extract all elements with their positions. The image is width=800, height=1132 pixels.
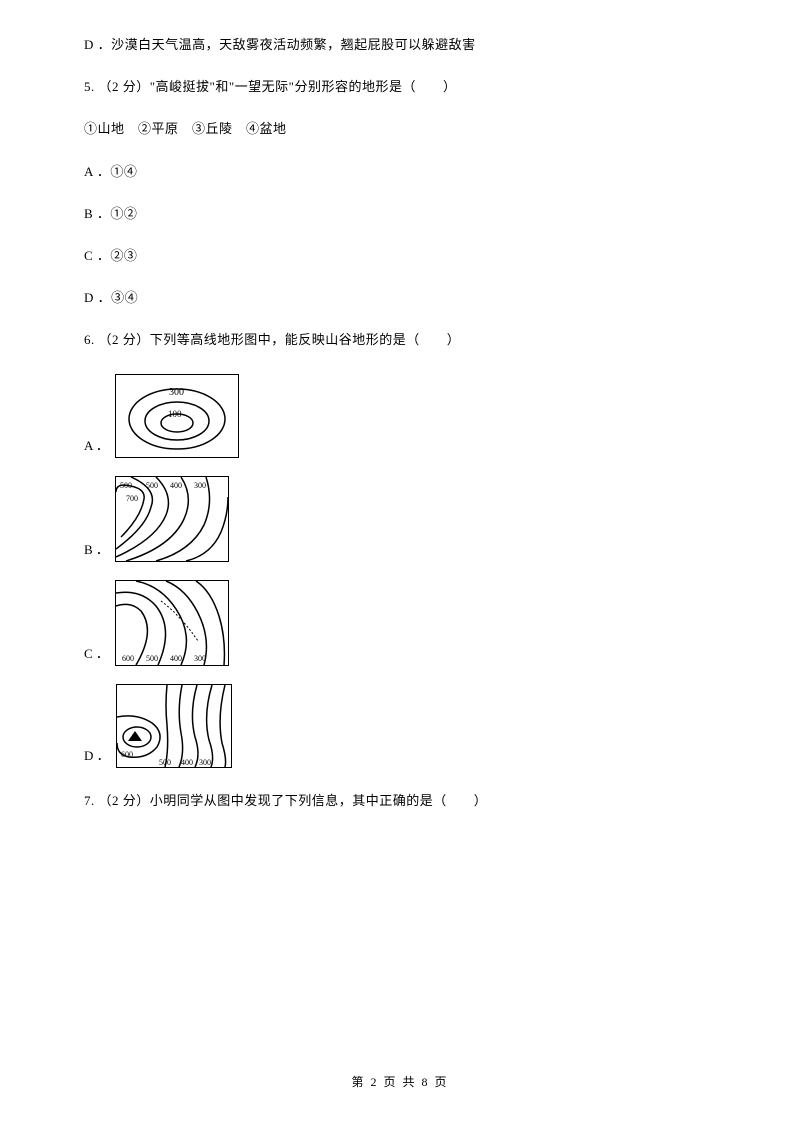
q6-option-a-row: A ． 300 100 (84, 374, 716, 458)
q6-option-c-label: C ． (84, 645, 109, 665)
q5-stem: 5. （2 分）"高峻挺拔"和"一望无际"分别形容的地形是（ ） (84, 78, 716, 96)
svg-text:300: 300 (194, 654, 206, 663)
q6-option-d-row: D ． 600 500 400 300 (84, 684, 716, 768)
q5-option-c: C ．②③ (84, 247, 716, 265)
q6-diagram-b: 500 500 400 300 700 (115, 476, 229, 562)
q6-diagram-d: 600 500 400 300 (116, 684, 232, 768)
svg-text:700: 700 (126, 494, 138, 503)
q6-diagram-a: 300 100 (115, 374, 239, 458)
svg-text:600: 600 (122, 654, 134, 663)
svg-text:600: 600 (121, 750, 133, 759)
q5-option-d: D ．③④ (84, 289, 716, 307)
svg-text:500: 500 (146, 481, 158, 490)
svg-text:400: 400 (181, 758, 193, 767)
svg-text:300: 300 (199, 758, 211, 767)
q6-option-b-label: B ． (84, 541, 109, 561)
q6-option-b-row: B ． 500 500 400 300 700 (84, 476, 716, 562)
q6-stem: 6. （2 分）下列等高线地形图中，能反映山谷地形的是（ ） (84, 331, 716, 349)
svg-text:500: 500 (120, 481, 132, 490)
q6-option-d-label: D ． (84, 747, 110, 767)
page-footer: 第 2 页 共 8 页 (0, 1073, 800, 1090)
q6-option-a-label: A ． (84, 437, 109, 457)
svg-text:300: 300 (194, 481, 206, 490)
svg-text:500: 500 (159, 758, 171, 767)
q4-option-d: D ．沙漠白天气温高，天敌雾夜活动频繁，翘起屁股可以躲避敌害 (84, 36, 716, 54)
q5-sublist: ①山地 ②平原 ③丘陵 ④盆地 (84, 120, 716, 138)
svg-text:400: 400 (170, 481, 182, 490)
svg-text:300: 300 (169, 387, 184, 398)
svg-text:400: 400 (170, 654, 182, 663)
q5-option-b: B ．①② (84, 205, 716, 223)
q5-option-a: A ．①④ (84, 163, 716, 181)
q7-stem: 7. （2 分）小明同学从图中发现了下列信息，其中正确的是（ ） (84, 792, 716, 810)
svg-text:100: 100 (168, 409, 182, 419)
q6-option-c-row: C ． 600 500 400 300 (84, 580, 716, 666)
q6-diagram-c: 600 500 400 300 (115, 580, 229, 666)
svg-text:500: 500 (146, 654, 158, 663)
